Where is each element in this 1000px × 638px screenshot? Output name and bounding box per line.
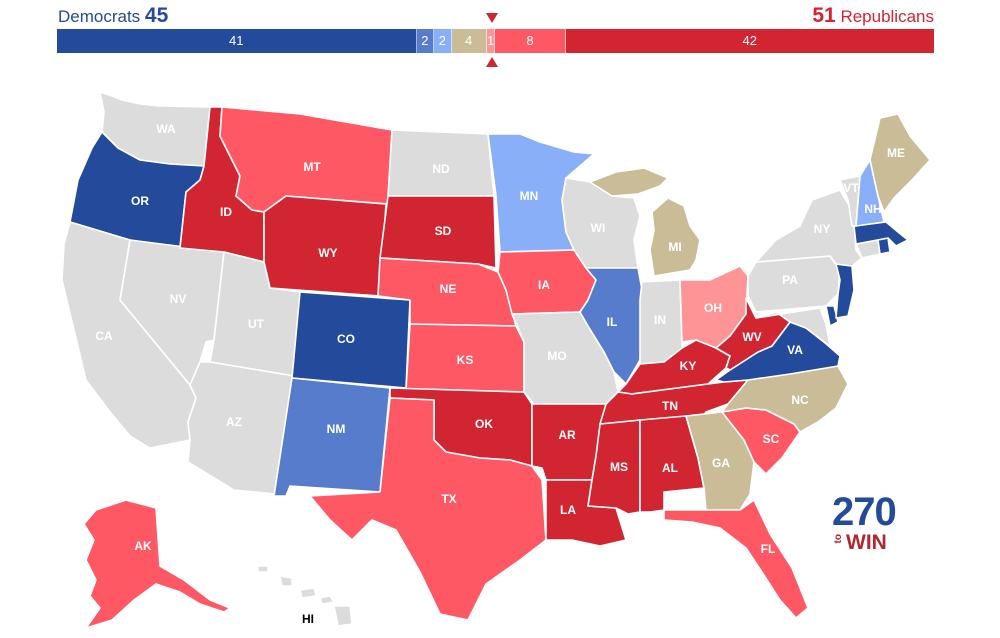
bar-segment-tossup[interactable]: 4	[451, 29, 487, 53]
logo-win: WIN	[846, 531, 887, 554]
state-de[interactable]	[825, 305, 839, 327]
democrats-label: Democrats	[58, 7, 141, 26]
state-nm[interactable]	[273, 377, 391, 497]
label-hi: HI	[302, 612, 314, 626]
state-pa[interactable]	[747, 255, 841, 313]
majority-marker-top	[486, 13, 498, 23]
bar-segment-likely-rep[interactable]: 8	[495, 29, 566, 53]
seat-balance-bar: 41 2 2 4 1 8 42	[57, 29, 934, 53]
state-mi[interactable]	[589, 167, 701, 277]
state-nd[interactable]	[387, 129, 495, 197]
republicans-count: 51	[812, 4, 836, 27]
state-hi[interactable]	[257, 565, 353, 627]
state-ri[interactable]	[877, 237, 891, 255]
bar-segment-lean-dem[interactable]: 2	[434, 29, 452, 53]
majority-marker-bottom	[486, 57, 498, 67]
republicans-total: 51 Republicans	[812, 4, 934, 29]
state-ny[interactable]	[755, 189, 863, 267]
state-co[interactable]	[291, 291, 411, 389]
bar-segment-safe-rep[interactable]: 42	[565, 29, 934, 53]
logo-number: 270	[832, 490, 897, 534]
state-wy[interactable]	[263, 195, 387, 297]
state-ak[interactable]	[83, 499, 231, 629]
state-in[interactable]	[639, 279, 683, 365]
state-fl[interactable]	[663, 499, 809, 619]
democrats-total: Democrats 45	[58, 4, 168, 29]
state-nj[interactable]	[835, 263, 855, 319]
state-ks[interactable]	[405, 323, 525, 393]
bar-segment-likely-dem[interactable]: 2	[416, 29, 435, 53]
state-md[interactable]	[755, 307, 831, 347]
democrats-count: 45	[144, 4, 169, 27]
270towin-logo[interactable]: 270 to WIN	[832, 492, 902, 556]
state-ma[interactable]	[853, 221, 909, 247]
state-tx[interactable]	[309, 397, 547, 621]
state-sd[interactable]	[379, 195, 497, 269]
state-hi-islands	[257, 565, 353, 627]
bar-segment-safe-dem[interactable]: 41	[57, 29, 417, 53]
state-mt[interactable]	[219, 106, 393, 213]
republicans-label: Republicans	[840, 7, 934, 26]
bar-segment-lean-rep[interactable]: 1	[486, 29, 496, 53]
logo-to: to	[833, 534, 844, 544]
state-me[interactable]	[869, 113, 931, 213]
